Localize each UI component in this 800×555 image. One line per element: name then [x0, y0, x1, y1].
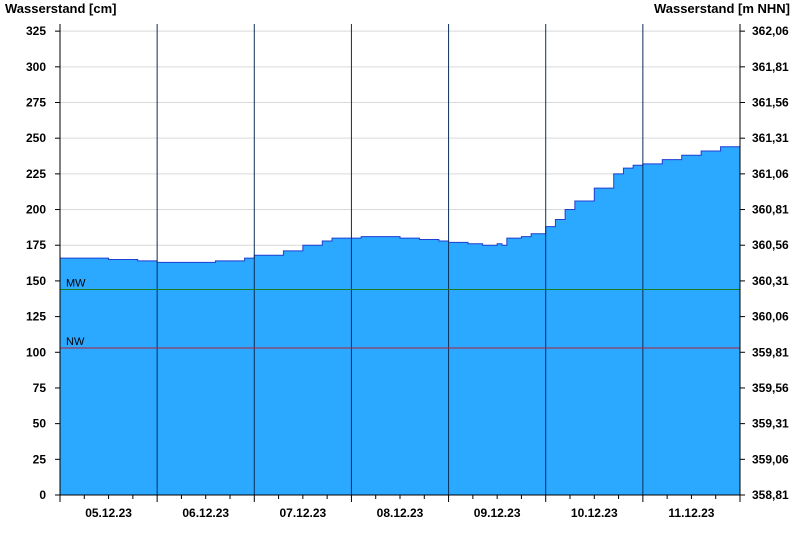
x-tick-label: 10.12.23 [571, 506, 618, 520]
axes-layer: 05.12.23 06.12.23 07.12.23 08.12.23 09.12.23… [26, 24, 789, 520]
reference-line-label: NW [66, 336, 85, 348]
left-tick-label: 225 [26, 167, 46, 181]
right-tick-label: 361,06 [752, 167, 789, 181]
left-tick-label: 275 [26, 96, 46, 110]
x-tick-label: 11.12.23 [668, 506, 714, 520]
left-tick-label: 50 [33, 417, 47, 431]
left-axis-label: Wasserstand [cm] [5, 1, 117, 16]
right-tick-label: 359,56 [752, 381, 789, 395]
left-tick-label: 200 [26, 203, 46, 217]
area-layer [59, 143, 741, 496]
reference-lines: MW NW [60, 277, 740, 349]
left-tick-label: 75 [33, 381, 47, 395]
right-tick-label: 361,31 [752, 131, 789, 145]
x-tick-label: 06.12.23 [182, 506, 229, 520]
x-tick-label: 08.12.23 [377, 506, 424, 520]
x-tick-label: 05.12.23 [85, 506, 132, 520]
right-tick-label: 359,31 [752, 417, 789, 431]
left-tick-label: 325 [26, 24, 46, 38]
right-tick-label: 360,31 [752, 274, 789, 288]
left-tick-label: 125 [26, 310, 46, 324]
left-tick-label: 100 [26, 345, 46, 359]
x-tick-label: 09.12.23 [474, 506, 521, 520]
right-tick-label: 360,56 [752, 238, 789, 252]
left-tick-label: 150 [26, 274, 46, 288]
right-tick-label: 359,81 [752, 345, 789, 359]
left-tick-label: 175 [26, 238, 46, 252]
left-tick-label: 300 [26, 60, 46, 74]
reference-line-label: MW [66, 277, 86, 289]
water-level-series [59, 143, 741, 496]
right-tick-label: 360,06 [752, 310, 789, 324]
right-tick-label: 361,81 [752, 60, 789, 74]
right-axis-label: Wasserstand [m NHN] [654, 1, 790, 16]
left-tick-label: 250 [26, 131, 46, 145]
left-tick-label: 0 [39, 488, 46, 502]
right-tick-label: 362,06 [752, 24, 789, 38]
left-tick-label: 25 [33, 452, 47, 466]
right-tick-label: 361,56 [752, 96, 789, 110]
day-lines-layer [156, 24, 644, 495]
right-tick-label: 358,81 [752, 488, 789, 502]
right-tick-label: 359,06 [752, 452, 789, 466]
x-tick-label: 07.12.23 [279, 506, 326, 520]
right-tick-label: 360,81 [752, 203, 789, 217]
